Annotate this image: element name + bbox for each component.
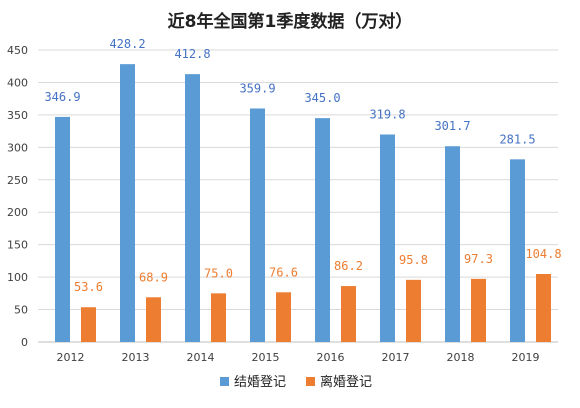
y-axis-tick-labels: 0 50 100 150 200 250 300 350 400 450 bbox=[7, 44, 28, 349]
divorce-value-label: 104.8 bbox=[525, 247, 561, 261]
x-tick-label: 2015 bbox=[252, 351, 280, 364]
x-tick-label: 2017 bbox=[382, 351, 410, 364]
marriage-value-label: 319.8 bbox=[369, 107, 405, 121]
y-tick-label: 400 bbox=[7, 76, 28, 89]
marriage-value-label: 428.2 bbox=[109, 37, 145, 51]
divorce-bar-2014 bbox=[211, 293, 226, 342]
marriage-bar-2013 bbox=[120, 64, 135, 342]
marriage-value-label: 281.5 bbox=[499, 132, 535, 146]
marriage-bar-2015 bbox=[250, 108, 265, 342]
data-labels: 346.9 53.6 428.2 68.9 412.8 75.0 359.9 76.6 345.… bbox=[44, 37, 561, 294]
y-tick-label: 350 bbox=[7, 109, 28, 122]
legend-swatch-divorce bbox=[306, 377, 315, 386]
marriage-value-label: 301.7 bbox=[434, 119, 470, 133]
divorce-bar-2018 bbox=[471, 278, 486, 342]
y-tick-label: 250 bbox=[7, 174, 28, 187]
legend-label-marriage: 结婚登记 bbox=[234, 375, 286, 390]
legend: 结婚登记 离婚登记 bbox=[220, 374, 372, 390]
divorce-bar-2019 bbox=[536, 273, 551, 342]
y-tick-label: 100 bbox=[7, 271, 28, 284]
chart-title: 近8年全国第1季度数据（万对） bbox=[168, 11, 413, 32]
divorce-value-label: 68.9 bbox=[139, 270, 168, 284]
x-tick-label: 2018 bbox=[447, 351, 475, 364]
marriage-bar-2017 bbox=[380, 134, 395, 342]
y-tick-label: 150 bbox=[7, 239, 28, 252]
divorce-bar-2012 bbox=[81, 307, 96, 342]
marriage-bar-2012 bbox=[55, 116, 70, 342]
x-tick-label: 2012 bbox=[57, 351, 85, 364]
x-tick-label: 2014 bbox=[187, 351, 215, 364]
y-tick-label: 0 bbox=[21, 336, 28, 349]
x-tick-label: 2016 bbox=[317, 351, 345, 364]
divorce-bar-2013 bbox=[146, 297, 161, 342]
divorce-value-label: 97.3 bbox=[464, 252, 493, 266]
divorce-bar-2015 bbox=[276, 292, 291, 342]
marriage-value-label: 412.8 bbox=[174, 47, 210, 61]
marriage-bar-2019 bbox=[510, 159, 525, 342]
y-tick-label: 200 bbox=[7, 206, 28, 219]
y-tick-label: 450 bbox=[7, 44, 28, 57]
y-tick-label: 50 bbox=[14, 304, 28, 317]
x-tick-label: 2019 bbox=[512, 351, 540, 364]
divorce-value-label: 75.0 bbox=[204, 266, 233, 280]
divorce-value-label: 95.8 bbox=[399, 253, 428, 267]
marriage-value-label: 359.9 bbox=[239, 81, 275, 95]
x-axis-tick-labels: 2012 2013 2014 2015 2016 2017 2018 2019 bbox=[57, 351, 540, 364]
y-tick-label: 300 bbox=[7, 141, 28, 154]
marriage-value-label: 345.0 bbox=[304, 91, 340, 105]
legend-swatch-marriage bbox=[220, 377, 229, 386]
marriage-bar-2014 bbox=[185, 74, 200, 342]
x-tick-label: 2013 bbox=[122, 351, 150, 364]
divorce-value-label: 86.2 bbox=[334, 259, 363, 273]
divorce-value-label: 53.6 bbox=[74, 280, 103, 294]
bars bbox=[55, 64, 551, 342]
legend-label-divorce: 离婚登记 bbox=[320, 374, 372, 390]
divorce-value-label: 76.6 bbox=[269, 265, 298, 279]
marriage-bar-2016 bbox=[315, 118, 330, 342]
marriage-bar-2018 bbox=[445, 146, 460, 342]
marriage-value-label: 346.9 bbox=[44, 90, 80, 104]
divorce-bar-2017 bbox=[406, 279, 421, 342]
divorce-bar-2016 bbox=[341, 286, 356, 342]
